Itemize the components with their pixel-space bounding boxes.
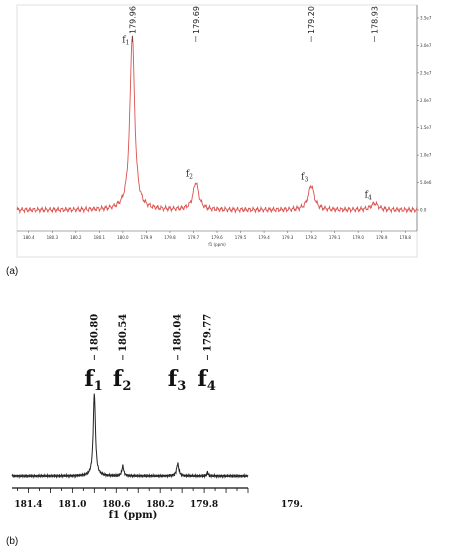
panel-a-peak-marker-sub: 2 (189, 174, 193, 181)
panel-b-peak-marker: f2 (113, 366, 132, 394)
panel-b-peak-marker-sub: 1 (94, 379, 103, 394)
panel-a-x-tick-label: 179.2 (305, 235, 317, 240)
panel-a-x-tick-label: 179.9 (141, 235, 153, 240)
panel-a-y-tick-label: 5.0e6 (420, 180, 432, 185)
panel-a-x-tick-label: 180.1 (94, 235, 106, 240)
panel-b-peak-labels: 180.80 180.54 180.04 179.77 (89, 314, 213, 360)
panel-b-peak-marker: f3 (168, 366, 187, 394)
panel-b-peak-marker-name: f (113, 366, 124, 392)
panel-b: 181.4 181.0 180.6 180.2 179.8 179. f1 (ppm) 1… (6, 314, 303, 547)
panel-a-y-tick-label: 1.0e7 (420, 153, 432, 158)
panel-a-x-tick-label: 179.4 (258, 235, 270, 240)
panel-a: 180.4 180.3 180.2 180.1 180.0 179.9 179.8 179.7… (6, 4, 432, 277)
panel-a-x-ticks: 180.4 180.3 180.2 180.1 180.0 179.9 179.8 179.7… (23, 231, 411, 240)
panel-a-x-tick-label: 179.3 (282, 235, 294, 240)
panel-b-peak-markers: f1 f2 f3 f4 (84, 366, 216, 394)
panel-a-peak-marker-sub: 3 (304, 176, 308, 183)
panel-a-peak-marker-name: f (122, 35, 126, 45)
panel-a-peak-marker-name: f (301, 172, 305, 182)
panel-a-y-tick-label: 2.5e7 (420, 70, 432, 75)
panel-a-label: (a) (6, 266, 18, 277)
panel-b-label: (b) (6, 536, 18, 547)
panel-b-peak-marker: f4 (197, 366, 216, 394)
panel-b-x-tick-label: 179.8 (190, 500, 218, 510)
panel-b-spectrum-line (11, 393, 249, 480)
panel-a-x-tick-label: 180.2 (70, 235, 82, 240)
panel-b-x-tick-label: 181.0 (58, 500, 86, 510)
panel-a-y-tick-label: 2.0e7 (420, 98, 432, 103)
panel-a-peak-marker: f1 (122, 35, 129, 46)
panel-a-x-tick-label: 179.6 (211, 235, 223, 240)
panel-a-peak-label: 179.96 (128, 6, 137, 34)
panel-a-x-tick-label: 179.7 (188, 235, 200, 240)
panel-a-peak-marker: f4 (365, 190, 372, 201)
panel-b-x-tick-label: 181.4 (14, 500, 42, 510)
panel-b-peak-marker-name: f (84, 366, 95, 392)
panel-a-x-tick-label: 179.8 (164, 235, 176, 240)
panel-b-x-axis-label: f1 (ppm) (109, 510, 158, 521)
panel-a-peak-marker: f2 (186, 170, 193, 181)
panel-b-x-tick-label: 180.2 (146, 500, 174, 510)
panel-a-peak-label: 179.20 (307, 6, 316, 34)
panel-a-x-tick-label: 179.1 (329, 235, 341, 240)
panel-a-peak-marker-sub: 1 (126, 39, 130, 46)
panel-a-x-axis-label: f1 (ppm) (208, 242, 226, 247)
panel-a-x-tick-label: 180.0 (117, 235, 129, 240)
panel-b-x-tick-label: 180.6 (102, 500, 130, 510)
panel-b-peak-marker-name: f (197, 366, 208, 392)
panel-a-y-ticks: 4.0e73.5e73.0e72.5e72.0e71.5e71.0e75.0e6… (417, 16, 432, 213)
panel-a-peak-label: 179.69 (192, 6, 201, 34)
panel-b-peak-marker-sub: 3 (177, 379, 186, 394)
panel-b-peak-marker-sub: 2 (122, 379, 131, 394)
panel-b-x-ticks: 181.4 181.0 180.6 180.2 179.8 179. (14, 488, 303, 510)
panel-a-peak-marker-name: f (186, 170, 190, 180)
panel-a-y-tick-label: 3.5e7 (420, 16, 432, 21)
panel-b-peak-label: 179.77 (202, 314, 213, 352)
panel-a-peak-marker-name: f (365, 190, 369, 200)
panel-b-peak-label: 180.80 (89, 314, 100, 352)
panel-a-peak-marker-sub: 4 (368, 194, 372, 201)
panel-a-frame (16, 4, 418, 258)
panel-a-x-tick-label: 180.4 (23, 235, 35, 240)
panel-a-y-tick-label: 1.5e7 (420, 125, 432, 130)
panel-a-x-tick-label: 178.8 (400, 235, 412, 240)
panel-b-peak-label: 180.54 (118, 314, 129, 352)
panel-b-x-tick-label: 179. (281, 500, 303, 510)
panel-a-x-tick-label: 178.9 (376, 235, 388, 240)
panel-a-y-tick-label: 0.0 (420, 208, 427, 213)
panel-a-x-tick-label: 180.3 (47, 235, 59, 240)
panel-a-peak-marker: f3 (301, 172, 308, 183)
panel-a-peak-labels: 179.96 179.69 179.20 178.93 (128, 6, 380, 42)
panel-a-peak-label: 178.93 (371, 6, 380, 34)
panel-a-x-tick-label: 179.0 (352, 235, 364, 240)
panel-b-peak-marker-sub: 4 (207, 379, 216, 394)
panel-a-y-tick-label: 3.0e7 (420, 43, 432, 48)
panel-b-peak-marker: f1 (84, 366, 103, 394)
panel-a-spectrum-line (16, 35, 418, 215)
panel-b-peak-marker-name: f (168, 366, 179, 392)
panel-a-x-tick-label: 179.5 (235, 235, 247, 240)
panel-b-peak-label: 180.04 (173, 314, 184, 352)
